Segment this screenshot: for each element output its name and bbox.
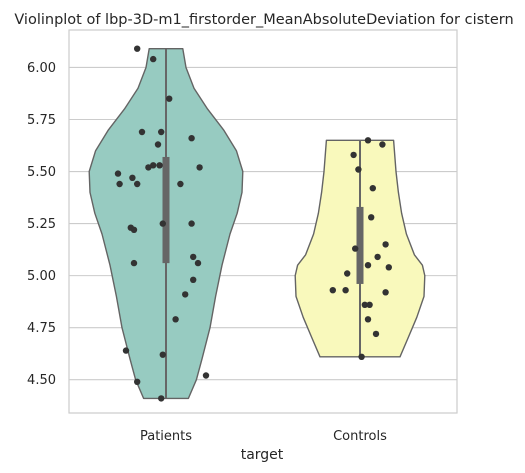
y-tick-label: 5.00 [27,269,56,284]
data-point-patients [114,170,122,177]
data-point-patients [138,128,146,136]
y-tick-label: 5.50 [27,165,56,180]
data-point-patients [122,347,130,354]
y-tick-label: 4.75 [27,321,56,336]
data-point-patients [134,45,141,52]
y-tick-label: 4.50 [27,373,56,388]
data-point-controls [368,214,375,221]
x-tick-label: Controls [333,429,387,444]
x-tick-labels: Patients Controls [140,429,387,444]
data-point-controls [372,330,380,338]
x-tick-label: Patients [140,429,192,444]
data-point-patients [166,95,173,102]
data-point-patients [202,372,210,379]
data-point-controls [385,264,392,271]
data-point-patients [190,253,197,261]
data-point-controls [350,151,357,159]
data-point-controls [366,301,373,308]
data-point-patients [150,162,157,169]
violin-iqr-box-controls [356,206,364,284]
data-point-patients [159,220,166,227]
x-axis-label: target [241,447,284,463]
data-point-patients [154,141,162,148]
data-point-controls [329,287,336,294]
data-point-controls [374,253,381,261]
data-point-patients [129,174,136,181]
data-point-patients [130,226,138,233]
data-point-patients [156,162,163,169]
data-point-patients [172,316,179,323]
data-point-controls [355,166,362,173]
data-point-patients [145,164,152,171]
chart-title: Violinplot of lbp-3D-m1_firstorder_MeanA… [14,12,513,28]
data-point-patients [196,164,203,171]
data-point-controls [342,287,349,294]
data-point-patients [158,395,165,402]
data-point-patients [190,276,197,283]
data-point-controls [364,137,372,144]
data-point-patients [159,351,166,358]
data-point-patients [130,259,138,267]
data-point-controls [364,262,372,269]
data-point-patients [134,378,141,385]
data-point-patients [158,128,165,136]
data-point-patients [188,220,195,227]
data-point-controls [379,141,386,148]
violin-iqr-box-patients [162,156,170,264]
data-point-controls [361,301,368,308]
data-point-patients [134,180,141,188]
data-point-controls [352,245,359,252]
y-tick-label: 6.00 [27,61,56,76]
data-point-controls [382,241,389,248]
data-point-patients [182,291,189,298]
violins [88,48,426,400]
y-tick-label: 5.75 [27,113,56,128]
y-tick-label: 5.25 [27,217,56,232]
data-point-controls [344,270,351,277]
y-tick-labels: 4.50 4.75 5.00 5.25 5.50 5.75 6.00 [27,61,56,388]
data-point-patients [188,135,195,142]
data-point-patients [194,259,202,267]
data-point-controls [364,316,372,323]
data-point-patients [116,180,123,188]
data-point-patients [150,55,157,63]
data-point-controls [358,353,365,360]
data-point-patients [177,180,184,188]
data-points [114,45,392,402]
data-point-controls [382,289,389,296]
data-point-controls [369,185,376,192]
